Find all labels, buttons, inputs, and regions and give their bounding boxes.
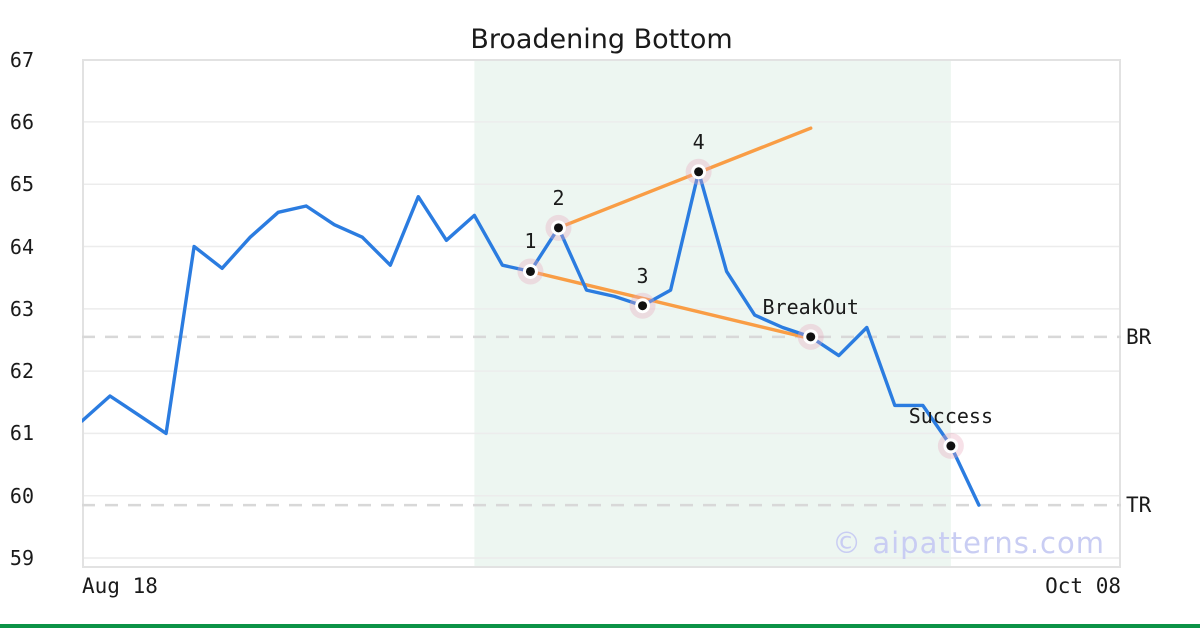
chart-title: Broadening Bottom bbox=[470, 24, 733, 55]
plot-border bbox=[82, 59, 1121, 568]
point-label-3: 3 bbox=[636, 263, 649, 288]
x-tick-label-right: Oct 08 bbox=[1045, 574, 1121, 598]
trendline-upper-broadening-line bbox=[556, 126, 813, 230]
marker-dot-2 bbox=[553, 223, 563, 233]
y-tick-label-61: 61 bbox=[9, 421, 34, 446]
x-tick-label-left: Aug 18 bbox=[82, 574, 158, 598]
point-label-breakout: BreakOut bbox=[762, 294, 859, 319]
marker-dot-1 bbox=[525, 266, 535, 276]
marker-dot-success bbox=[946, 441, 956, 451]
marker-dot-breakout bbox=[806, 332, 816, 342]
y-tick-label-59: 59 bbox=[9, 546, 34, 571]
y-tick-label-65: 65 bbox=[9, 172, 34, 197]
y-tick-label-64: 64 bbox=[9, 234, 34, 259]
y-tick-label-67: 67 bbox=[9, 47, 34, 72]
bottom-accent-bar bbox=[0, 624, 1200, 628]
chart-canvas bbox=[82, 59, 1121, 568]
trendline-lower-broadening-line bbox=[528, 269, 819, 342]
point-label-2: 2 bbox=[552, 185, 565, 210]
point-label-4: 4 bbox=[692, 129, 705, 154]
target-level-label: TR bbox=[1126, 493, 1152, 518]
breakout-level-label: BR bbox=[1126, 324, 1152, 349]
point-label-1: 1 bbox=[524, 229, 537, 254]
y-tick-label-62: 62 bbox=[9, 359, 34, 384]
marker-dot-4 bbox=[694, 167, 704, 177]
point-label-success: Success bbox=[908, 403, 994, 428]
y-tick-label-60: 60 bbox=[9, 483, 34, 508]
marker-dot-3 bbox=[638, 301, 648, 311]
y-tick-label-66: 66 bbox=[9, 109, 34, 134]
plot-area bbox=[82, 59, 1121, 568]
y-tick-label-63: 63 bbox=[9, 296, 34, 321]
watermark: © aipatterns.com bbox=[832, 526, 1105, 560]
